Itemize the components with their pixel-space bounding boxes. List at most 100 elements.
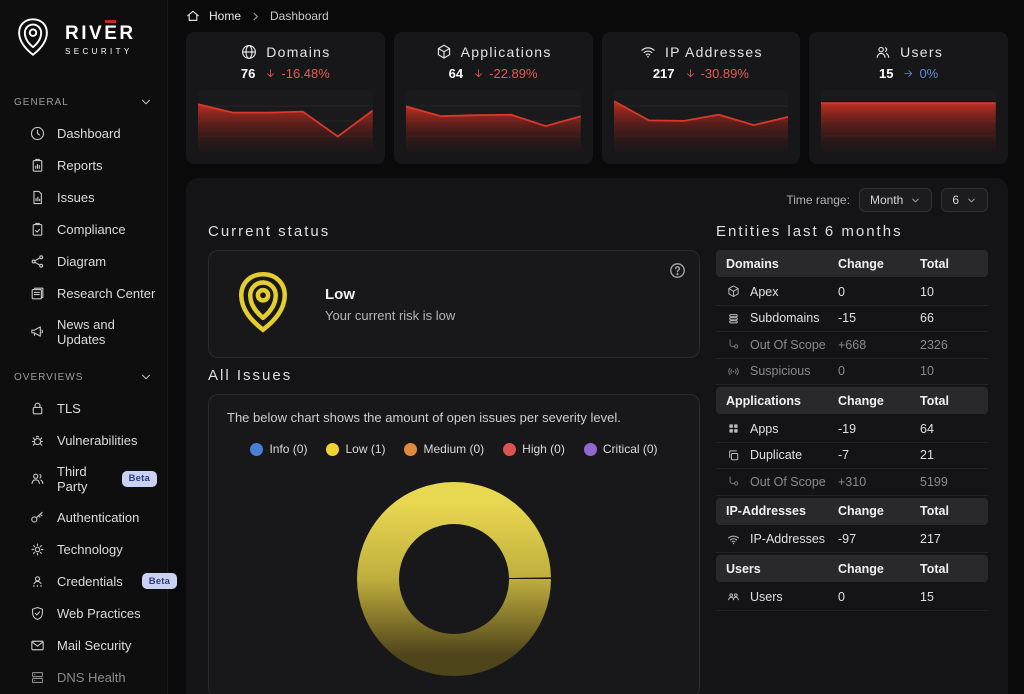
arrow-down-icon <box>475 69 483 78</box>
table-row-domains-suspicious[interactable]: Suspicious 0 10 <box>716 359 988 385</box>
table-row-applications-duplicate[interactable]: Duplicate -7 21 <box>716 443 988 469</box>
legend-dot <box>250 442 264 456</box>
stack-icon <box>729 313 738 324</box>
river-security-logo-icon <box>10 14 56 65</box>
current-status-card: Low Your current risk is low <box>208 250 700 358</box>
cube-icon <box>728 285 739 298</box>
legend-dot <box>583 442 597 456</box>
legend-item-high[interactable]: High (0) <box>503 442 565 456</box>
total-value: 21 <box>920 448 934 463</box>
legend-dot <box>404 442 418 456</box>
stat-card-value: 15 <box>878 66 894 81</box>
sidebar-item-news-and-updates[interactable]: News and Updates <box>0 309 167 354</box>
stat-card-ip-addresses[interactable]: IP Addresses 217 -30.89% <box>601 32 801 164</box>
sidebar-item-credentials[interactable]: Credentials Beta <box>0 565 178 597</box>
breadcrumb-home-link[interactable]: Home <box>209 9 242 23</box>
sidebar-item-dashboard[interactable]: Dashboard <box>0 117 167 149</box>
key-icon <box>31 511 43 523</box>
trend-sparkline-chart <box>821 90 996 152</box>
chevron-down-icon <box>142 374 150 380</box>
stat-card-change: 0% <box>902 66 938 81</box>
table-row-applications-out-of-scope[interactable]: Out Of Scope +310 5199 <box>716 469 988 496</box>
table-header-users: Users Change Total <box>716 555 988 582</box>
sidebar-item-diagram[interactable]: Diagram <box>0 245 167 277</box>
sidebar-item-dns-health[interactable]: DNS Health <box>0 661 167 693</box>
time-range-label: Time range: <box>786 193 850 207</box>
time-range-unit-select[interactable]: Month <box>858 188 933 212</box>
sidebar-item-vulnerabilities[interactable]: Vulnerabilities <box>0 424 167 456</box>
bug-icon <box>31 435 44 446</box>
gear-icon <box>31 542 44 556</box>
sidebar: RIVER SECURITY GENERAL Dashboard Reports Is… <box>0 0 178 694</box>
legend-item-medium[interactable]: Medium (0) <box>404 442 484 456</box>
apps-icon <box>729 424 738 433</box>
compliance-icon <box>32 222 43 236</box>
beta-badge: Beta <box>121 470 157 487</box>
sidebar-item-technology[interactable]: Technology <box>0 533 167 565</box>
entities-heading: Entities last 6 months <box>716 223 903 240</box>
total-value: 10 <box>920 364 934 379</box>
report-icon <box>32 158 43 172</box>
chevron-right-icon <box>250 11 261 22</box>
megaphone-icon <box>31 326 44 337</box>
stat-card-users[interactable]: Users 15 0% <box>809 32 1008 164</box>
sidebar-section-overviews[interactable]: OVERVIEWS <box>0 354 167 392</box>
issues-donut-chart <box>227 476 681 682</box>
stat-card-domains[interactable]: Domains 76 -16.48% <box>186 32 385 164</box>
arrow-down-icon <box>686 69 694 78</box>
sidebar-item-issues[interactable]: Issues <box>0 181 167 213</box>
breadcrumb-current-page: Dashboard <box>270 9 329 23</box>
wifi-icon <box>641 47 655 58</box>
legend-item-low[interactable]: Low (1) <box>326 442 385 456</box>
chevron-down-icon <box>910 195 921 206</box>
table-header-applications: Applications Change Total <box>716 387 988 414</box>
change-value: +310 <box>838 474 867 489</box>
legend-dot <box>326 442 340 456</box>
sidebar-item-compliance[interactable]: Compliance <box>0 213 167 245</box>
sidebar-item-authentication[interactable]: Authentication <box>0 501 167 533</box>
table-row-domains-out-of-scope[interactable]: Out Of Scope +668 2326 <box>716 332 988 359</box>
sidebar-item-mail-security[interactable]: Mail Security <box>0 629 167 661</box>
out-of-scope-icon <box>729 476 739 486</box>
time-range-row: Time range: Month 6 <box>208 188 988 212</box>
table-row-users-users[interactable]: Users 0 15 <box>716 584 988 611</box>
total-value: 5199 <box>920 474 948 489</box>
sidebar-item-reports[interactable]: Reports <box>0 149 167 181</box>
change-value: 0 <box>838 364 845 379</box>
trend-sparkline-chart <box>405 90 581 152</box>
legend-item-critical[interactable]: Critical (0) <box>583 442 658 456</box>
total-value: 15 <box>920 589 934 604</box>
change-value: -15 <box>838 311 857 326</box>
risk-level-fingerprint-icon <box>227 266 299 343</box>
sidebar-section-general[interactable]: GENERAL <box>0 79 167 117</box>
arrow-right-icon <box>904 70 913 77</box>
severity-legend: Info (0) Low (1) Medium (0) High (0) Critica… <box>227 442 681 456</box>
table-row-applications-apps[interactable]: Apps -19 64 <box>716 416 988 443</box>
table-row-domains-apex[interactable]: Apex 0 10 <box>716 279 988 306</box>
mail-icon <box>31 640 44 650</box>
help-icon[interactable] <box>668 261 687 280</box>
brand[interactable]: RIVER SECURITY <box>0 10 167 79</box>
main-content: Home Dashboard Domains 76 -16.48% Applicati… <box>168 0 1024 694</box>
table-row-domains-subdomains[interactable]: Subdomains -15 66 <box>716 306 988 332</box>
time-range-count-select[interactable]: 6 <box>941 188 988 212</box>
copy-icon <box>729 450 739 461</box>
sidebar-item-web-practices[interactable]: Web Practices <box>0 597 167 629</box>
sidebar-item-research-center[interactable]: Research Center <box>0 277 167 309</box>
sidebar-nav: GENERAL Dashboard Reports Issues Compliance D… <box>0 79 178 693</box>
table-header-domains: Domains Change Total <box>716 250 988 277</box>
chevron-down-icon <box>142 99 150 105</box>
globe-icon <box>242 45 257 59</box>
table-row-ip-addresses-ip-addresses[interactable]: IP-Addresses -97 217 <box>716 527 988 553</box>
sidebar-item-tls[interactable]: TLS <box>0 392 167 424</box>
group-icon <box>728 593 739 601</box>
stat-card-applications[interactable]: Applications 64 -22.89% <box>393 32 593 164</box>
total-value: 217 <box>920 532 941 547</box>
wifi-icon <box>728 535 739 544</box>
change-value: +668 <box>838 337 867 352</box>
sidebar-item-third-party[interactable]: Third Party Beta <box>0 456 167 501</box>
beta-badge: Beta <box>141 573 178 589</box>
change-value: 0 <box>838 284 845 299</box>
legend-item-info[interactable]: Info (0) <box>250 442 307 456</box>
change-value: 0 <box>838 589 845 604</box>
